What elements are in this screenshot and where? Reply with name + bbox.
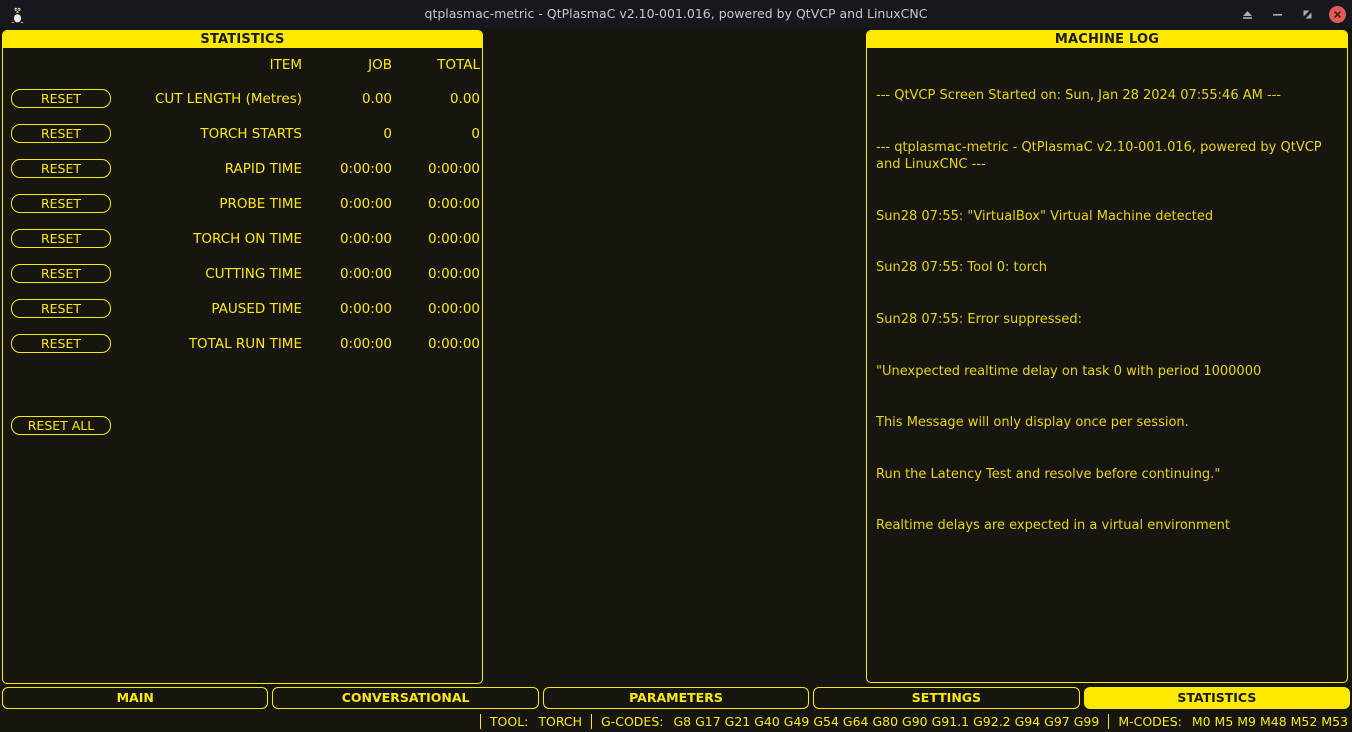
stat-total-torch-on-time: 0:00:00 [427,231,480,247]
log-line: Sun28 07:55: "VirtualBox" Virtual Machin… [876,208,1214,224]
status-divider [479,713,481,729]
status-gcodes-value: G8 G17 G21 G40 G49 G54 G64 G80 G90 G91.1… [673,713,1100,729]
window-titlebar: qtplasmac-metric - QtPlasmaC v2.10-001.0… [0,0,1352,28]
stat-total-torch-starts: 0 [471,126,480,142]
table-row: RESET PROBE TIME 0:00:00 0:00:00 [3,193,482,215]
stat-label-cutting-time: CUTTING TIME [205,266,302,282]
tab-parameters[interactable]: PARAMETERS [542,687,810,709]
stat-label-probe-time: PROBE TIME [219,196,302,212]
machine-log-panel-title: MACHINE LOG [867,31,1347,48]
log-line: Realtime delays are expected in a virtua… [876,518,1231,534]
stat-job-paused-time: 0:00:00 [339,301,392,317]
column-header-item: ITEM [269,57,302,73]
stat-job-cut-length: 0.00 [361,91,392,107]
status-tool-value: TORCH [538,713,583,729]
tab-statistics[interactable]: STATISTICS [1083,687,1351,709]
window-title: qtplasmac-metric - QtPlasmaC v2.10-001.0… [424,6,928,21]
machine-log-text[interactable]: --- QtVCP Screen Started on: Sun, Jan 28… [867,48,1347,569]
reset-button-rapid-time[interactable]: RESET [11,159,111,178]
tux-linux-icon [4,0,30,28]
reset-button-cut-length[interactable]: RESET [11,89,111,108]
reset-button-probe-time[interactable]: RESET [11,194,111,213]
table-row: RESET TORCH STARTS 0 0 [3,123,482,145]
tab-main[interactable]: MAIN [2,687,269,709]
reset-all-button[interactable]: RESET ALL [11,416,111,435]
table-row: RESET CUTTING TIME 0:00:00 0:00:00 [3,263,482,285]
log-line: Sun28 07:55: Tool 0: torch [876,260,1048,276]
status-tool: TOOL: TORCH [490,714,582,729]
stat-label-cut-length: CUT LENGTH (Metres) [154,91,302,107]
stat-label-total-run-time: TOTAL RUN TIME [188,336,302,352]
status-gcodes: G-CODES: G8 G17 G21 G40 G49 G54 G64 G80 … [601,714,1099,729]
log-line: This Message will only display once per … [876,415,1189,431]
eject-button[interactable] [1239,6,1255,22]
table-row: RESET RAPID TIME 0:00:00 0:00:00 [3,158,482,180]
stat-total-cut-length: 0.00 [449,91,480,107]
table-row: RESET TORCH ON TIME 0:00:00 0:00:00 [3,228,482,250]
statistics-panel-title: STATISTICS [3,31,482,48]
reset-button-total-run-time[interactable]: RESET [11,334,111,353]
status-tool-label: TOOL: [489,713,529,729]
status-mcodes-label: M-CODES: [1118,713,1182,729]
status-bar: TOOL: TORCH G-CODES: G8 G17 G21 G40 G49 … [0,710,1352,732]
log-line: Sun28 07:55: Error suppressed: [876,312,1082,328]
statistics-table-header: ITEM JOB TOTAL [3,54,482,76]
stat-label-paused-time: PAUSED TIME [211,301,302,317]
stat-label-torch-starts: TORCH STARTS [200,126,302,142]
status-mcodes-value: M0 M5 M9 M48 M52 M53 [1191,713,1348,729]
table-row: RESET PAUSED TIME 0:00:00 0:00:00 [3,298,482,320]
stat-label-torch-on-time: TORCH ON TIME [193,231,302,247]
log-line: --- QtVCP Screen Started on: Sun, Jan 28… [876,88,1282,104]
reset-button-torch-on-time[interactable]: RESET [11,229,111,248]
log-line: "Unexpected realtime delay on task 0 wit… [876,363,1262,379]
stat-job-cutting-time: 0:00:00 [339,266,392,282]
tab-conversational[interactable]: CONVERSATIONAL [272,687,539,709]
stat-job-total-run-time: 0:00:00 [339,336,392,352]
table-row: RESET TOTAL RUN TIME 0:00:00 0:00:00 [3,333,482,355]
machine-log-panel: MACHINE LOG --- QtVCP Screen Started on:… [866,30,1348,683]
tab-settings[interactable]: SETTINGS [813,687,1080,709]
statistics-table: ITEM JOB TOTAL RESET CUT LENGTH (Metres)… [3,48,482,683]
close-button[interactable] [1329,5,1346,23]
maximize-button[interactable] [1299,6,1315,22]
stat-total-rapid-time: 0:00:00 [427,161,480,177]
window-controls [1239,0,1346,28]
stat-label-rapid-time: RAPID TIME [224,161,302,177]
main-tabbar: MAIN CONVERSATIONAL PARAMETERS SETTINGS … [2,687,1351,709]
minimize-button[interactable] [1269,6,1285,22]
stat-job-probe-time: 0:00:00 [339,196,392,212]
statistics-panel: STATISTICS ITEM JOB TOTAL RESET CUT LENG… [2,30,483,684]
reset-button-cutting-time[interactable]: RESET [11,264,111,283]
stat-total-cutting-time: 0:00:00 [427,266,480,282]
status-divider [591,713,593,729]
column-header-job: JOB [368,57,392,73]
stat-job-rapid-time: 0:00:00 [339,161,392,177]
log-line: --- qtplasmac-metric - QtPlasmaC v2.10-0… [876,140,1326,173]
log-line: Run the Latency Test and resolve before … [876,466,1221,482]
table-row: RESET CUT LENGTH (Metres) 0.00 0.00 [3,88,482,110]
reset-button-paused-time[interactable]: RESET [11,299,111,318]
status-gcodes-label: G-CODES: [601,713,664,729]
stat-total-total-run-time: 0:00:00 [427,336,480,352]
reset-button-torch-starts[interactable]: RESET [11,124,111,143]
stat-total-paused-time: 0:00:00 [427,301,480,317]
stat-job-torch-starts: 0 [383,126,392,142]
status-mcodes: M-CODES: M0 M5 M9 M48 M52 M53 [1118,714,1348,729]
stat-job-torch-on-time: 0:00:00 [339,231,392,247]
status-divider [1108,713,1110,729]
stat-total-probe-time: 0:00:00 [427,196,480,212]
column-header-total: TOTAL [437,57,480,73]
